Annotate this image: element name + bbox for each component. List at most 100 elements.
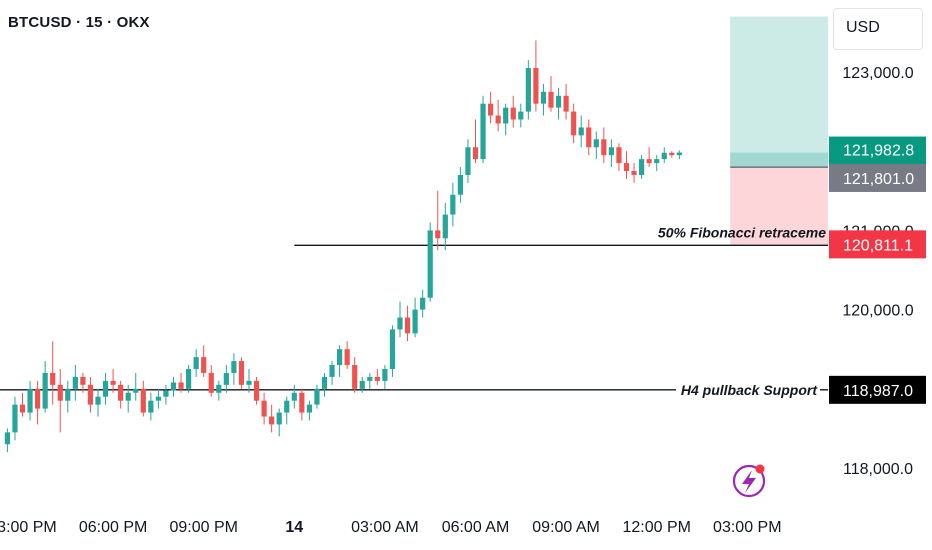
- candle[interactable]: [50, 341, 56, 405]
- candle[interactable]: [299, 388, 305, 421]
- candle[interactable]: [95, 388, 101, 417]
- candle[interactable]: [397, 301, 403, 338]
- candle[interactable]: [518, 103, 524, 128]
- candle[interactable]: [465, 139, 471, 183]
- candle[interactable]: [306, 400, 312, 421]
- candle[interactable]: [404, 305, 411, 342]
- candle[interactable]: [102, 372, 109, 405]
- candle[interactable]: [19, 392, 26, 417]
- candle[interactable]: [510, 95, 516, 128]
- candle[interactable]: [238, 357, 245, 389]
- candle[interactable]: [163, 384, 169, 405]
- candle[interactable]: [201, 345, 207, 377]
- candle[interactable]: [654, 155, 660, 171]
- candle[interactable]: [367, 372, 373, 389]
- candle-body: [631, 171, 637, 175]
- candle[interactable]: [450, 182, 456, 227]
- candle[interactable]: [472, 119, 479, 164]
- candle[interactable]: [435, 190, 441, 251]
- candle[interactable]: [170, 376, 177, 397]
- candle[interactable]: [457, 167, 463, 203]
- candle[interactable]: [223, 365, 229, 393]
- candle-body: [4, 432, 10, 445]
- candle[interactable]: [495, 99, 501, 132]
- candle[interactable]: [291, 384, 297, 409]
- candle[interactable]: [359, 376, 365, 393]
- candle[interactable]: [533, 40, 539, 112]
- candle[interactable]: [337, 345, 343, 377]
- candle[interactable]: [140, 380, 146, 417]
- candle[interactable]: [540, 83, 547, 116]
- candle-body: [593, 139, 599, 148]
- candle[interactable]: [639, 155, 645, 179]
- candle[interactable]: [593, 131, 599, 160]
- candle[interactable]: [12, 396, 18, 441]
- candle[interactable]: [284, 396, 290, 425]
- candle[interactable]: [442, 202, 448, 251]
- candle[interactable]: [87, 376, 94, 413]
- candle[interactable]: [35, 380, 41, 425]
- candle[interactable]: [586, 119, 592, 156]
- candle[interactable]: [253, 376, 260, 405]
- candle[interactable]: [110, 369, 116, 393]
- candle[interactable]: [246, 369, 252, 393]
- candle[interactable]: [631, 163, 637, 183]
- candle[interactable]: [4, 428, 10, 453]
- candle[interactable]: [261, 392, 267, 425]
- candle[interactable]: [480, 95, 486, 164]
- candle[interactable]: [555, 87, 562, 120]
- candle[interactable]: [661, 147, 667, 164]
- candle[interactable]: [276, 408, 282, 437]
- candle[interactable]: [72, 365, 78, 401]
- candle[interactable]: [352, 357, 358, 393]
- candle[interactable]: [389, 325, 396, 377]
- candle[interactable]: [623, 151, 630, 179]
- candle[interactable]: [488, 91, 494, 124]
- candle[interactable]: [525, 60, 531, 120]
- candle[interactable]: [193, 349, 199, 377]
- candle[interactable]: [269, 404, 275, 433]
- candle[interactable]: [616, 143, 622, 171]
- candle[interactable]: [374, 369, 380, 385]
- candle[interactable]: [503, 103, 509, 136]
- candle[interactable]: [57, 369, 63, 433]
- candle[interactable]: [601, 127, 607, 164]
- candle[interactable]: [646, 147, 652, 168]
- candle[interactable]: [329, 361, 335, 385]
- candle[interactable]: [427, 222, 433, 302]
- candle[interactable]: [118, 380, 124, 409]
- candle[interactable]: [314, 384, 320, 409]
- candle[interactable]: [563, 83, 569, 120]
- candle[interactable]: [344, 341, 350, 369]
- candle[interactable]: [208, 365, 214, 397]
- candle[interactable]: [321, 372, 328, 397]
- candle[interactable]: [676, 150, 682, 160]
- candle[interactable]: [42, 361, 48, 413]
- candle[interactable]: [65, 380, 71, 413]
- candle[interactable]: [216, 380, 222, 401]
- candle[interactable]: [608, 139, 614, 168]
- candle[interactable]: [420, 289, 426, 318]
- candle[interactable]: [80, 372, 86, 393]
- candle[interactable]: [571, 103, 577, 144]
- candle-body: [125, 392, 131, 401]
- candle[interactable]: [155, 388, 161, 409]
- candle[interactable]: [578, 115, 584, 148]
- candle[interactable]: [382, 365, 388, 389]
- lightning-bolt-icon[interactable]: [732, 464, 766, 498]
- candle[interactable]: [125, 384, 131, 413]
- candle[interactable]: [669, 151, 675, 158]
- candle[interactable]: [148, 392, 154, 421]
- candle[interactable]: [548, 75, 554, 112]
- candle-body: [72, 376, 78, 389]
- candle[interactable]: [27, 380, 33, 421]
- candle[interactable]: [412, 297, 418, 338]
- candle[interactable]: [178, 372, 184, 393]
- candle-body: [291, 392, 297, 401]
- candle[interactable]: [133, 372, 139, 401]
- candle[interactable]: [186, 365, 192, 393]
- candle[interactable]: [231, 353, 237, 385]
- currency-button[interactable]: USD: [833, 8, 923, 50]
- support-label: H4 pullback Support: [681, 382, 818, 398]
